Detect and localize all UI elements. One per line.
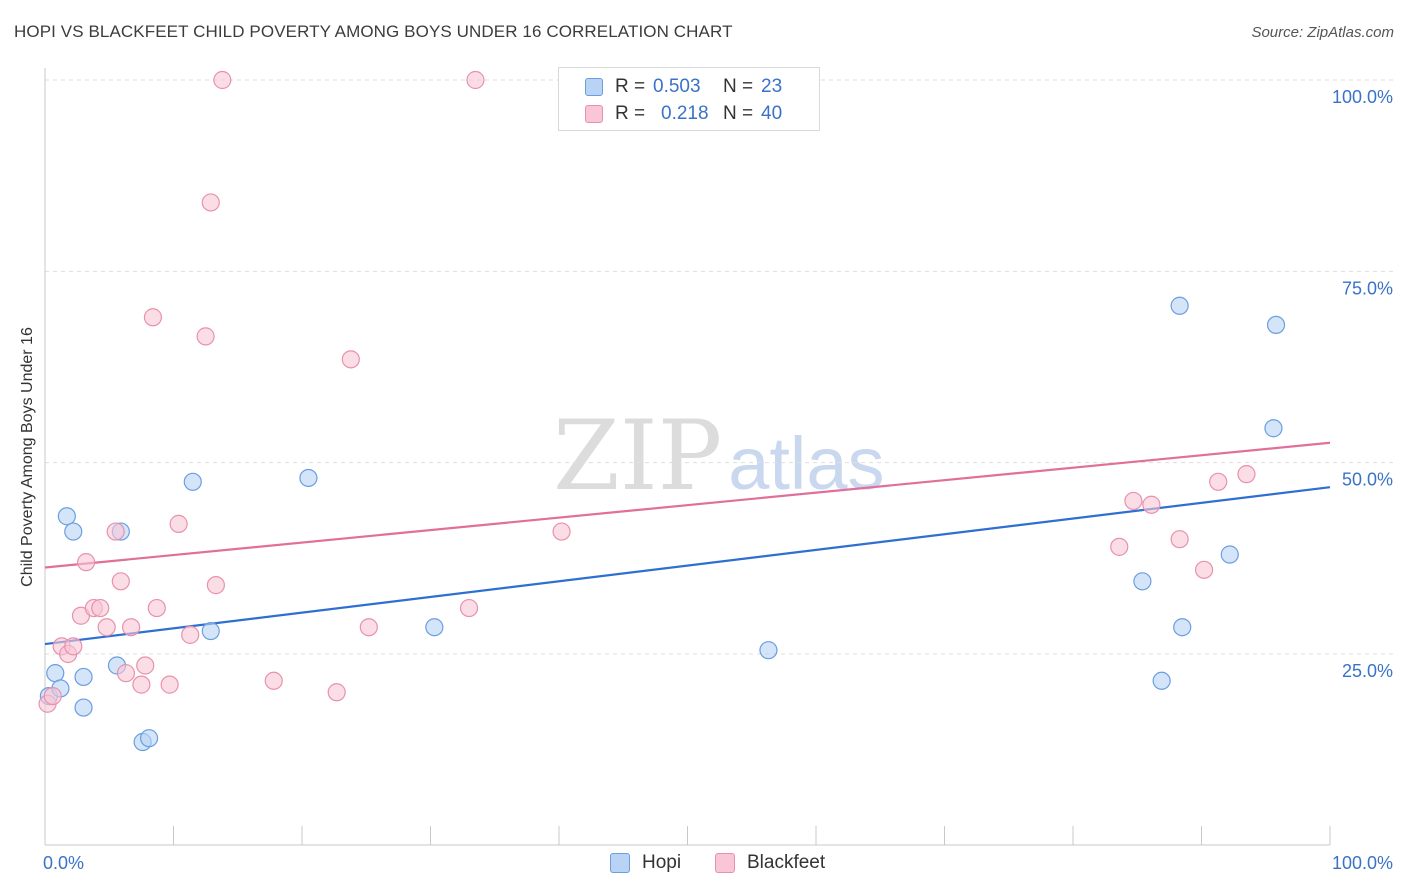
watermark-atlas: atlas <box>728 422 885 505</box>
gridlines <box>45 79 1395 655</box>
hopi-r-value: 0.503 <box>653 76 701 97</box>
blackfeet-point <box>264 671 283 690</box>
hopi-n-value: 23 <box>761 76 783 97</box>
hopi-r-label: R = <box>615 76 646 97</box>
blackfeet-point <box>466 70 485 90</box>
blackfeet-point <box>206 576 226 595</box>
blackfeet-point <box>359 618 378 637</box>
blackfeet-point <box>181 625 200 644</box>
blackfeet-point <box>552 522 571 541</box>
x-tick-label: 100.0% <box>1332 853 1393 873</box>
blackfeet-trend-line <box>44 441 1331 569</box>
bottom-legend-hopi: Hopi <box>610 852 681 874</box>
hopi-point <box>64 522 83 541</box>
blackfeet-r-label: R = <box>615 103 646 124</box>
blackfeet-point <box>169 514 188 533</box>
hopi-point <box>1173 618 1192 637</box>
hopi-point <box>183 472 202 491</box>
hopi-point <box>1152 671 1171 690</box>
blackfeet-point <box>106 522 125 541</box>
data-points <box>38 70 1286 752</box>
blackfeet-point <box>116 664 136 683</box>
source-label: Source: ZipAtlas.com <box>1251 24 1394 41</box>
blackfeet-n-label: N = <box>723 103 754 124</box>
blackfeet-point <box>121 618 141 637</box>
blackfeet-point <box>111 572 130 591</box>
blackfeet-point <box>132 675 151 694</box>
hopi-point <box>201 621 220 641</box>
blackfeet-point <box>1110 537 1129 556</box>
blackfeet-point <box>327 683 346 702</box>
blackfeet-point <box>97 618 116 637</box>
blackfeet-point <box>1194 560 1214 579</box>
hopi-swatch <box>585 78 603 96</box>
hopi-point <box>299 468 318 488</box>
y-tick-label: 100.0% <box>1332 87 1393 107</box>
blackfeet-point <box>91 598 110 618</box>
hopi-point <box>139 729 159 748</box>
hopi-point <box>1264 419 1283 438</box>
x-tick-label: 0.0% <box>43 853 84 873</box>
blackfeet-point <box>1237 465 1256 484</box>
blackfeet-legend-label: Blackfeet <box>747 852 826 873</box>
blackfeet-point <box>147 598 166 618</box>
blackfeet-point <box>136 656 155 675</box>
chart-title: HOPI VS BLACKFEET CHILD POVERTY AMONG BO… <box>14 22 733 41</box>
legend-row-hopi: R = 0.503 N = 23 <box>585 75 782 99</box>
blackfeet-point <box>213 70 232 90</box>
hopi-point <box>425 618 444 637</box>
blackfeet-point <box>459 598 479 618</box>
hopi-legend-swatch <box>610 853 630 873</box>
blackfeet-point <box>64 637 83 656</box>
trend-lines <box>44 441 1331 646</box>
watermark: ZIPatlas <box>553 400 885 512</box>
blackfeet-point <box>201 193 220 212</box>
y-tick-label: 75.0% <box>1342 278 1393 298</box>
hopi-n-label: N = <box>723 76 754 97</box>
blackfeet-point <box>160 675 179 694</box>
hopi-legend-label: Hopi <box>642 852 682 873</box>
axes <box>44 68 1331 846</box>
hopi-point <box>1220 545 1239 564</box>
y-tick-label: 50.0% <box>1342 470 1393 490</box>
blackfeet-point <box>143 308 163 327</box>
hopi-point <box>74 698 93 717</box>
blackfeet-point <box>1209 472 1228 491</box>
hopi-point <box>46 664 65 683</box>
tick-labels: 25.0% 50.0% 75.0% 100.0% 0.0% 100.0% <box>43 87 1393 873</box>
blackfeet-point <box>1142 495 1161 514</box>
blackfeet-r-value: 0.218 <box>661 103 709 124</box>
legend-row-blackfeet: R = 0.218 N = 40 <box>585 102 782 126</box>
watermark-zip: ZIP <box>553 400 723 512</box>
hopi-point <box>1170 296 1189 315</box>
blackfeet-point <box>1170 530 1189 549</box>
blackfeet-legend-swatch <box>715 853 735 873</box>
blackfeet-point <box>196 327 215 346</box>
blackfeet-point <box>77 553 96 572</box>
hopi-point <box>1133 572 1152 591</box>
hopi-trend-line <box>44 486 1331 646</box>
blackfeet-n-value: 40 <box>761 103 783 124</box>
blackfeet-point <box>1124 491 1143 511</box>
y-tick-label: 25.0% <box>1342 661 1393 681</box>
hopi-point <box>1266 315 1286 335</box>
hopi-point <box>57 507 76 526</box>
blackfeet-swatch <box>585 105 603 123</box>
blackfeet-point <box>341 350 360 369</box>
bottom-legend-blackfeet: Blackfeet <box>715 852 825 874</box>
blackfeet-point <box>43 686 62 706</box>
hopi-point <box>74 667 93 687</box>
hopi-point <box>759 641 778 660</box>
correlation-legend: R = 0.503 N = 23 R = 0.218 N = 40 <box>558 67 820 131</box>
